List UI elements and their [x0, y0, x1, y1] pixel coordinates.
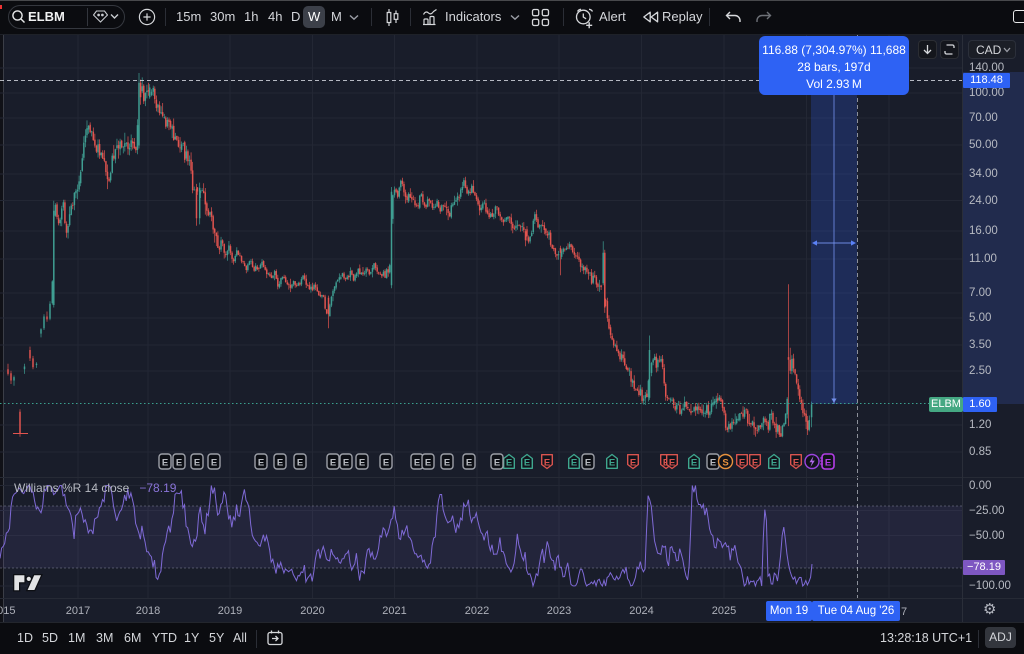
svg-text:S: S	[722, 457, 728, 468]
svg-text:E: E	[506, 458, 512, 469]
svg-text:E: E	[330, 458, 336, 469]
svg-text:E: E	[466, 458, 472, 469]
svg-text:E: E	[414, 458, 420, 469]
svg-text:E: E	[444, 458, 450, 469]
svg-text:E: E	[176, 458, 182, 469]
svg-text:E: E	[383, 458, 389, 469]
svg-text:E: E	[194, 458, 200, 469]
svg-text:E: E	[211, 458, 217, 469]
svg-text:E: E	[258, 458, 264, 469]
svg-text:E: E	[162, 458, 168, 469]
svg-text:E: E	[793, 458, 799, 469]
svg-text:E: E	[524, 458, 530, 469]
svg-text:E: E	[771, 458, 777, 469]
svg-text:E: E	[359, 458, 365, 469]
svg-text:E: E	[571, 458, 577, 469]
svg-text:E: E	[297, 458, 303, 469]
svg-text:E: E	[630, 458, 636, 469]
svg-text:E: E	[669, 458, 675, 469]
svg-text:E: E	[494, 458, 500, 469]
svg-text:E: E	[585, 458, 591, 469]
svg-text:E: E	[752, 458, 758, 469]
svg-text:E: E	[277, 458, 283, 469]
svg-text:E: E	[710, 458, 716, 469]
svg-text:E: E	[691, 458, 697, 469]
svg-text:E: E	[343, 458, 349, 469]
svg-text:E: E	[739, 458, 745, 469]
svg-text:E: E	[544, 458, 550, 469]
svg-text:E: E	[609, 458, 615, 469]
svg-text:E: E	[825, 458, 831, 469]
svg-text:E: E	[425, 458, 431, 469]
